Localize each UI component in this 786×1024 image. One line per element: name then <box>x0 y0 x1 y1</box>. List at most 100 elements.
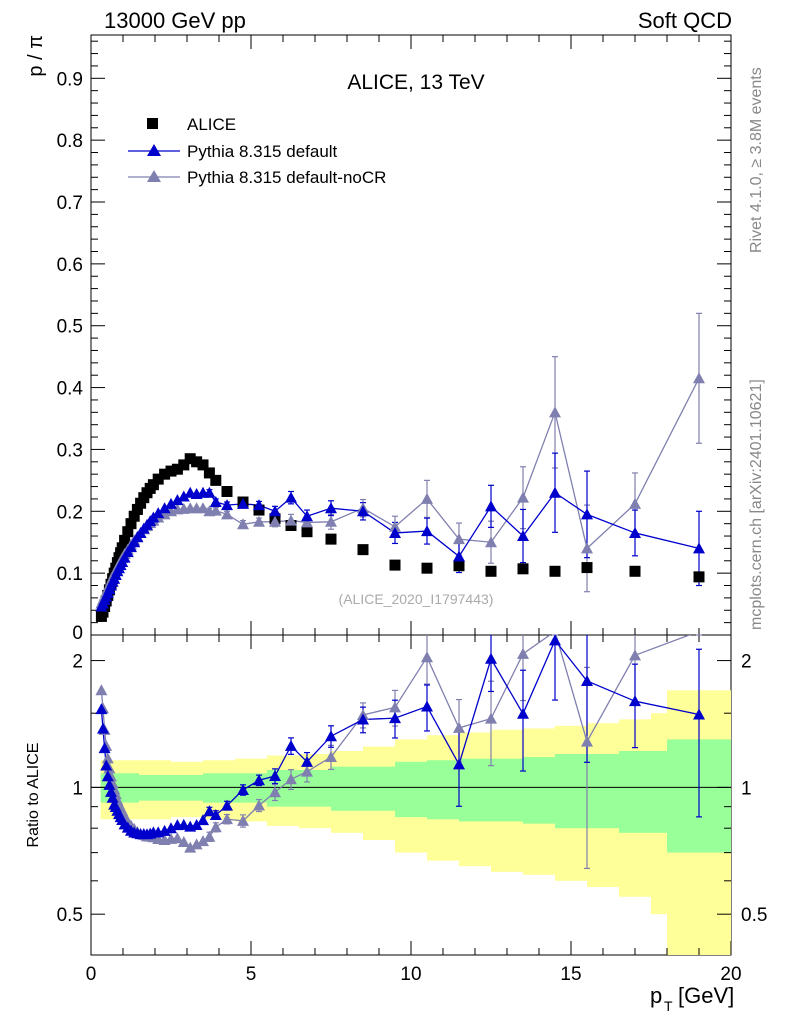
marker-nocr-main <box>485 536 497 548</box>
marker-default-ratio <box>98 742 111 754</box>
alice-data-point <box>197 459 209 471</box>
alice-data-point <box>629 565 641 577</box>
marker-default-main <box>325 502 337 514</box>
legend: ALICE Pythia 8.315 default Pythia 8.315 … <box>128 115 386 187</box>
band-inner-segment <box>267 769 299 807</box>
marker-nocr-main <box>693 372 705 384</box>
alice-data-point <box>125 518 137 530</box>
marker-default-main <box>158 502 171 514</box>
ratio-y-tick-label-right: 1 <box>741 778 752 799</box>
legend-label-alice: ALICE <box>187 115 236 134</box>
marker-default-main <box>237 497 249 509</box>
marker-default-main <box>221 499 233 511</box>
marker-default-main <box>203 486 216 498</box>
band-inner-segment <box>395 761 427 818</box>
alice-data-point <box>152 473 164 485</box>
marker-default-ratio <box>221 799 233 811</box>
legend-label-default: Pythia 8.315 default <box>187 142 338 161</box>
marker-nocr-ratio <box>184 841 197 853</box>
band-inner-segment <box>363 766 395 811</box>
marker-nocr-ratio <box>95 684 108 696</box>
marker-default-ratio <box>453 758 465 770</box>
marker-nocr-main <box>269 515 281 527</box>
rivet-label: Rivet 4.1.0, ≥ 3.8M events <box>748 67 765 253</box>
marker-nocr-ratio <box>269 786 281 798</box>
alice-data-point <box>389 559 401 571</box>
x-axis-label: p T [GeV] <box>650 983 734 1014</box>
y-tick-label: 0.2 <box>57 502 83 523</box>
ratio-y-tick-label: 1 <box>72 778 83 799</box>
marker-nocr-main <box>453 533 465 545</box>
marker-nocr-ratio <box>190 838 203 850</box>
marker-default-main <box>177 490 190 502</box>
marker-default-main <box>421 525 433 537</box>
marker-default-main <box>357 505 369 517</box>
marker-nocr-ratio <box>197 835 209 847</box>
header-right: Soft QCD <box>638 8 732 33</box>
axis-ticks: 0 5 10 15 20 0.1 0.2 0.3 0.4 0.5 0.6 0.7 0.8 0.9 0 0.5 0… <box>57 35 767 985</box>
marker-default-main <box>253 499 265 511</box>
marker-default-ratio <box>105 785 117 797</box>
alice-data-point <box>453 560 465 572</box>
alice-data-point <box>301 526 313 538</box>
marker-default-ratio <box>203 805 216 817</box>
marker-default-ratio <box>581 674 593 686</box>
alice-data-point <box>203 467 215 479</box>
y-tick-label: 0.9 <box>57 69 83 90</box>
marker-nocr-ratio <box>253 799 265 811</box>
marker-default-ratio <box>190 818 203 830</box>
band-inner-segment <box>116 773 139 803</box>
marker-default-ratio <box>253 774 265 786</box>
marker-nocr-ratio <box>453 721 465 733</box>
band-inner-segment <box>619 750 651 833</box>
band-inner-segment <box>587 754 619 829</box>
x-tick-label: 0 <box>86 964 97 985</box>
chart-title: ALICE, 13 TeV <box>347 71 484 94</box>
header-left: 13000 GeV pp <box>104 8 246 33</box>
band-inner-segment <box>235 773 267 803</box>
marker-default-ratio <box>101 770 114 782</box>
y-tick-label: 0.1 <box>57 564 83 585</box>
marker-nocr-main <box>285 514 297 526</box>
marker-default-ratio <box>485 652 497 664</box>
marker-nocr-main <box>421 492 433 504</box>
ratio-uncertainty-band <box>100 690 731 955</box>
alice-data-point <box>131 503 143 515</box>
alice-data-point <box>122 526 134 538</box>
alice-data-point <box>128 510 140 522</box>
band-inner-segment <box>651 750 667 833</box>
marker-default-ratio <box>549 634 561 646</box>
marker-default-ratio <box>629 695 641 707</box>
marker-nocr-ratio <box>221 813 233 825</box>
marker-default-ratio <box>197 814 209 826</box>
band-inner-segment <box>555 754 587 829</box>
marker-default-main <box>301 510 313 522</box>
ratio-y-tick-label: 2 <box>72 652 83 673</box>
alice-data-point <box>210 474 222 486</box>
marker-default-main <box>118 551 131 563</box>
marker-nocr-main <box>197 502 209 514</box>
marker-nocr-ratio <box>203 830 216 842</box>
y-tick-label-zero: 0 <box>72 623 83 644</box>
x-axis-label-unit: [GeV] <box>678 983 734 1008</box>
marker-nocr-ratio <box>101 752 114 764</box>
marker-default-main <box>165 497 177 509</box>
ratio-y-tick-label-right: 0.5 <box>741 905 767 926</box>
alice-data-point <box>97 606 109 618</box>
marker-default-main <box>549 486 561 498</box>
ratio-y-tick-label-right: 2 <box>741 652 752 673</box>
alice-data-point <box>421 562 433 574</box>
marker-nocr-ratio <box>389 701 401 713</box>
marker-default-main <box>269 505 281 517</box>
y-tick-label: 0.6 <box>57 255 83 276</box>
series-markers <box>95 372 705 853</box>
marker-default-ratio <box>693 708 705 720</box>
marker-nocr-main <box>237 518 249 530</box>
alice-data-point <box>184 453 196 465</box>
y-tick-label: 0.4 <box>57 379 84 400</box>
marker-nocr-main <box>549 406 561 418</box>
alice-data-point <box>147 479 159 491</box>
alice-data-point <box>517 563 529 575</box>
legend-marker-alice <box>147 118 158 129</box>
x-axis-label-main: p <box>650 983 662 1008</box>
